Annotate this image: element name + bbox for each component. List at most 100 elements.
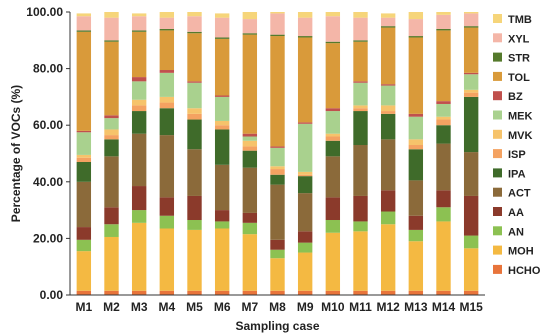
bar-segment-act-m5 bbox=[187, 149, 202, 196]
bar-segment-tmb-m4 bbox=[159, 12, 175, 18]
bar-segment-an-m3 bbox=[131, 210, 147, 223]
bar-segment-hcho-m3 bbox=[131, 290, 147, 295]
bar-segment-bz-m15 bbox=[463, 72, 479, 75]
bar-segment-mek-m1 bbox=[76, 132, 92, 155]
bar-segment-xyl-m13 bbox=[408, 19, 424, 37]
bar-segment-an-m6 bbox=[214, 221, 230, 229]
bar-segment-moh-m15 bbox=[463, 248, 479, 291]
bar-segment-isp-m4 bbox=[159, 102, 175, 109]
bar-segment-isp-m8 bbox=[270, 169, 285, 175]
x-tick-label: M15 bbox=[459, 300, 483, 314]
bar-segment-hcho-m8 bbox=[270, 290, 285, 295]
bar-segment-aa-m1 bbox=[76, 227, 92, 240]
bar-segment-tol-m11 bbox=[353, 41, 368, 82]
bar-segment-mvk-m3 bbox=[131, 99, 147, 106]
bar-segment-aa-m12 bbox=[380, 190, 396, 212]
bar-segment-moh-m4 bbox=[159, 228, 175, 291]
bar-segment-bz-m2 bbox=[104, 115, 119, 119]
x-tick-label: M9 bbox=[297, 300, 314, 314]
bar-segment-xyl-m6 bbox=[214, 17, 230, 38]
bar-segment-ipa-m5 bbox=[187, 119, 202, 150]
bar-segment-mek-m12 bbox=[380, 85, 396, 106]
bar-segment-moh-m7 bbox=[242, 234, 258, 291]
bar-segment-tol-m4 bbox=[159, 30, 175, 71]
bar-segment-str-m12 bbox=[380, 26, 396, 28]
bar-segment-tol-m3 bbox=[131, 31, 147, 78]
bar-segment-mvk-m4 bbox=[159, 96, 175, 103]
bar-segment-tol-m2 bbox=[104, 41, 119, 116]
legend-label-an: AN bbox=[508, 226, 524, 238]
legend-label-mvk: MVK bbox=[508, 130, 533, 142]
bar-segment-hcho-m10 bbox=[325, 290, 341, 295]
bar-segment-xyl-m8 bbox=[270, 13, 285, 35]
bar-segment-moh-m1 bbox=[76, 251, 92, 291]
bar-segment-hcho-m7 bbox=[242, 290, 258, 295]
bar-segment-act-m15 bbox=[463, 152, 479, 196]
x-tick-label: M6 bbox=[214, 300, 231, 314]
bar-segment-bz-m13 bbox=[408, 113, 424, 117]
bar-segment-bz-m8 bbox=[270, 146, 285, 148]
bar-segment-aa-m6 bbox=[214, 210, 230, 222]
bar-segment-moh-m12 bbox=[380, 224, 396, 291]
legend-swatch-an bbox=[493, 226, 502, 236]
bar-segment-str-m9 bbox=[297, 36, 313, 38]
bar-segment-tol-m14 bbox=[436, 30, 451, 102]
bar-segment-tmb-m15 bbox=[463, 12, 479, 14]
bar-segment-mvk-m12 bbox=[380, 105, 396, 112]
bar-segment-aa-m14 bbox=[436, 190, 451, 208]
bar-segment-mek-m4 bbox=[159, 72, 175, 97]
bar-segment-tol-m15 bbox=[463, 27, 479, 73]
bar-segment-isp-m14 bbox=[436, 119, 451, 126]
bar-segment-str-m7 bbox=[242, 33, 258, 35]
bar-segment-bz-m14 bbox=[436, 101, 451, 104]
bar-segment-tmb-m11 bbox=[353, 12, 368, 18]
x-tick-label: M12 bbox=[376, 300, 400, 314]
bar-segment-xyl-m11 bbox=[353, 17, 368, 41]
bar-segment-mvk-m6 bbox=[214, 120, 230, 126]
bar-segment-str-m13 bbox=[408, 36, 424, 38]
bar-segment-bz-m1 bbox=[76, 130, 92, 133]
bar-segment-xyl-m9 bbox=[297, 17, 313, 37]
bar-segment-mek-m7 bbox=[242, 136, 258, 141]
bar-segment-act-m8 bbox=[270, 184, 285, 240]
x-tick-label: M10 bbox=[321, 300, 345, 314]
bar-segment-mvk-m9 bbox=[297, 171, 313, 175]
bar-segment-str-m11 bbox=[353, 40, 368, 42]
x-tick-label: M14 bbox=[432, 300, 456, 314]
bar-segment-str-m2 bbox=[104, 40, 119, 42]
bar-segment-an-m7 bbox=[242, 222, 258, 235]
bar-segment-tmb-m14 bbox=[436, 12, 451, 15]
axes-group: M1 M2 M3 M4 M5 M6 M7 M8 M9 M10 M11 M12 M13 M14 M15 0.00… bbox=[9, 5, 485, 333]
bar-segment-bz-m7 bbox=[242, 133, 258, 137]
bar-segment-mvk-m2 bbox=[104, 129, 119, 136]
bar-segment-an-m4 bbox=[159, 215, 175, 229]
bar-segment-ipa-m6 bbox=[214, 129, 230, 165]
bar-segment-act-m3 bbox=[131, 133, 147, 187]
bar-segment-ipa-m4 bbox=[159, 108, 175, 136]
bar-segment-act-m9 bbox=[297, 193, 313, 232]
bar-segment-str-m14 bbox=[436, 28, 451, 31]
bar-segment-mek-m3 bbox=[131, 81, 147, 100]
bar-segment-tol-m12 bbox=[380, 27, 396, 85]
bar-segment-act-m4 bbox=[159, 135, 175, 198]
bar-segment-moh-m2 bbox=[104, 236, 119, 291]
bar-segment-aa-m7 bbox=[242, 212, 258, 223]
x-tick-label: M5 bbox=[186, 300, 203, 314]
bar-segment-aa-m8 bbox=[270, 239, 285, 250]
bar-segment-str-m15 bbox=[463, 26, 479, 28]
bar-segment-bz-m11 bbox=[353, 81, 368, 83]
bar-segment-ipa-m7 bbox=[242, 150, 258, 168]
bar-segment-hcho-m9 bbox=[297, 290, 313, 295]
bar-segment-aa-m4 bbox=[159, 197, 175, 216]
x-tick-label: M13 bbox=[404, 300, 428, 314]
bar-segment-mek-m6 bbox=[214, 96, 230, 121]
bar-segment-aa-m13 bbox=[408, 215, 424, 230]
bar-segment-xyl-m12 bbox=[380, 17, 396, 27]
bar-segment-an-m11 bbox=[353, 221, 368, 232]
bar-segment-mvk-m15 bbox=[463, 89, 479, 93]
legend-label-tol: TOL bbox=[508, 72, 530, 84]
bar-segment-hcho-m12 bbox=[380, 290, 396, 295]
legend: TMB XYL STR TOL BZ MEK MVK ISP IPA ACT AA AN MOH HCHO bbox=[493, 14, 541, 277]
legend-label-aa: AA bbox=[508, 207, 524, 219]
